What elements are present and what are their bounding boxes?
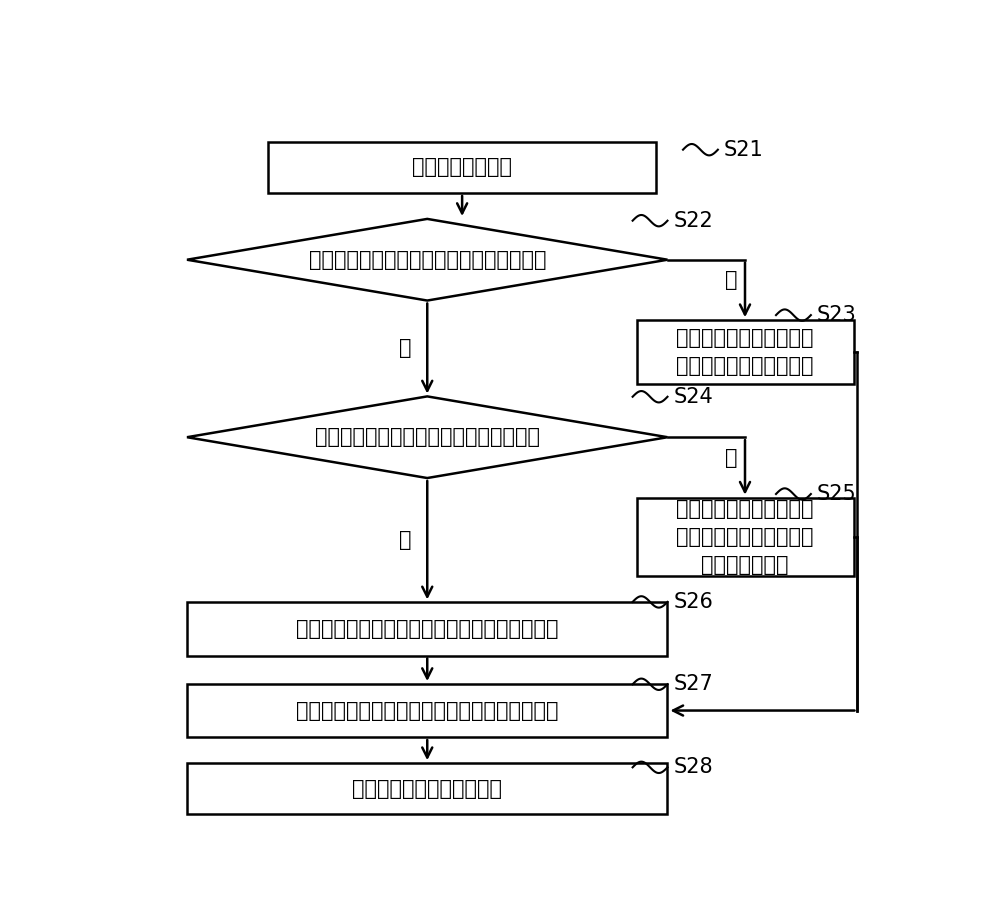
Text: S27: S27 <box>674 674 713 694</box>
Bar <box>268 142 656 193</box>
Text: S25: S25 <box>817 484 857 504</box>
Text: S28: S28 <box>674 757 713 777</box>
Text: 是: 是 <box>725 448 737 467</box>
Text: 将分配的内存返回给用户层: 将分配的内存返回给用户层 <box>352 779 502 798</box>
Bar <box>187 602 667 656</box>
Text: S22: S22 <box>674 211 713 230</box>
Text: 否: 否 <box>399 530 412 550</box>
Text: S26: S26 <box>674 592 714 612</box>
Bar <box>187 684 667 738</box>
Text: S23: S23 <box>817 305 857 325</box>
Text: 判断当前内存请求场景是否为非安全场景: 判断当前内存请求场景是否为非安全场景 <box>315 427 540 447</box>
Text: S24: S24 <box>674 386 713 407</box>
Text: 利用安全内存区域对内存分配请求进行内存分配: 利用安全内存区域对内存分配请求进行内存分配 <box>296 619 558 639</box>
Text: 否: 否 <box>399 338 412 359</box>
Polygon shape <box>187 396 668 478</box>
Polygon shape <box>187 219 668 301</box>
Text: 是: 是 <box>725 270 737 290</box>
Text: 利用安全内存区域和非安
全内存区域对内存分配请
求进行内存分配: 利用安全内存区域和非安 全内存区域对内存分配请 求进行内存分配 <box>676 499 814 574</box>
Bar <box>637 498 854 575</box>
Text: 利用非安全内存区域对内
存分配请求进行内存分配: 利用非安全内存区域对内 存分配请求进行内存分配 <box>676 328 814 376</box>
Text: S21: S21 <box>724 140 764 160</box>
Text: 获取内存分配请求: 获取内存分配请求 <box>412 158 512 177</box>
Bar <box>637 320 854 384</box>
Text: 对安全内存区域和非安全内存区域进行总线隔离: 对安全内存区域和非安全内存区域进行总线隔离 <box>296 701 558 720</box>
Text: 判断非安全内存区域是否满足内存分配请求: 判断非安全内存区域是否满足内存分配请求 <box>308 250 546 270</box>
Bar <box>187 763 667 814</box>
